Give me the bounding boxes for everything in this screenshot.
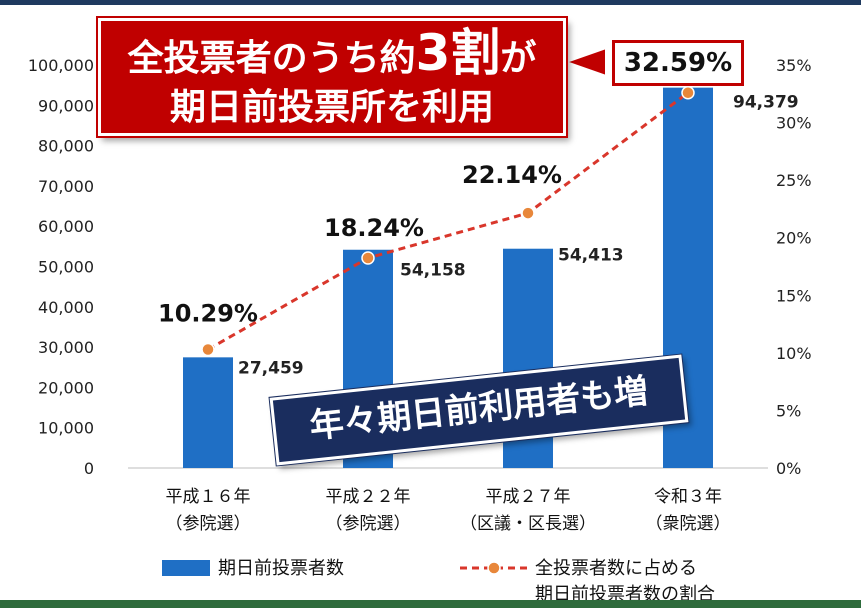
top-frame-stripe [0, 0, 861, 5]
headline-pre-text: 全投票者のうち約 [127, 38, 416, 79]
category-label: 平成１６年 [166, 487, 251, 507]
bar-value-label: 54,158 [400, 261, 466, 281]
ratio-point [521, 206, 535, 220]
y-left-tick-label: 40,000 [38, 298, 94, 317]
headline-line-1: 全投票者のうち約3割が [101, 27, 563, 85]
legend-bar-swatch [162, 560, 210, 576]
bar-value-label: 54,413 [558, 246, 624, 266]
ratio-point [361, 251, 375, 265]
headline-line-2: 期日前投票所を利用 [169, 87, 494, 128]
y-right-tick-label: 35% [776, 56, 812, 75]
bar-value-label: 27,459 [238, 358, 304, 378]
headline-arrow [562, 46, 607, 78]
highlight-percent-box: 32.59% [612, 40, 744, 86]
category-sublabel: （区議・区長選） [460, 514, 596, 534]
legend-line-label-1: 全投票者数に占める [535, 558, 697, 579]
category-label: 令和３年 [654, 487, 722, 507]
y-left-tick-label: 30,000 [38, 338, 94, 357]
bottom-frame-stripe [0, 600, 861, 608]
y-left-tick-label: 100,000 [28, 56, 94, 75]
ratio-point [201, 342, 215, 357]
legend-line-label-2: 期日前投票者数の割合 [535, 584, 715, 605]
y-right-tick-label: 20% [776, 229, 812, 248]
ratio-point [681, 85, 695, 100]
y-left-tick-label: 10,000 [38, 419, 94, 438]
y-right-tick-label: 15% [776, 286, 812, 305]
category-sublabel: （参院選） [166, 514, 251, 534]
y-left-tick-label: 70,000 [38, 177, 94, 196]
bar [183, 357, 233, 468]
y-left-tick-label: 60,000 [38, 217, 94, 236]
ratio-value-label: 10.29% [158, 300, 258, 328]
y-right-tick-label: 25% [776, 171, 812, 190]
legend-bar-label: 期日前投票者数 [218, 558, 344, 579]
ratio-value-label: 18.24% [324, 214, 424, 242]
y-right-tick-label: 5% [776, 401, 801, 420]
category-sublabel: （参院選） [326, 514, 411, 534]
legend-line-marker [487, 561, 501, 575]
y-right-tick-label: 30% [776, 114, 812, 133]
y-left-tick-label: 50,000 [38, 258, 94, 277]
y-right-tick-label: 10% [776, 344, 812, 363]
y-right-tick-label: 0% [776, 459, 801, 478]
category-label: 平成２７年 [486, 487, 571, 507]
y-left-tick-label: 90,000 [38, 96, 94, 115]
category-sublabel: （衆院選） [646, 514, 731, 534]
ratio-value-label: 22.14% [462, 161, 562, 189]
headline-post-text: が [500, 38, 537, 79]
y-left-tick-label: 0 [84, 459, 94, 478]
headline-banner: 全投票者のうち約3割が 期日前投票所を利用 [98, 18, 566, 136]
headline-big-text: 3割 [415, 24, 501, 82]
category-label: 平成２２年 [326, 487, 411, 507]
y-left-tick-label: 20,000 [38, 378, 94, 397]
y-left-tick-label: 80,000 [38, 137, 94, 156]
ratio-line [207, 91, 689, 351]
bar-value-label: 94,379 [733, 93, 799, 113]
